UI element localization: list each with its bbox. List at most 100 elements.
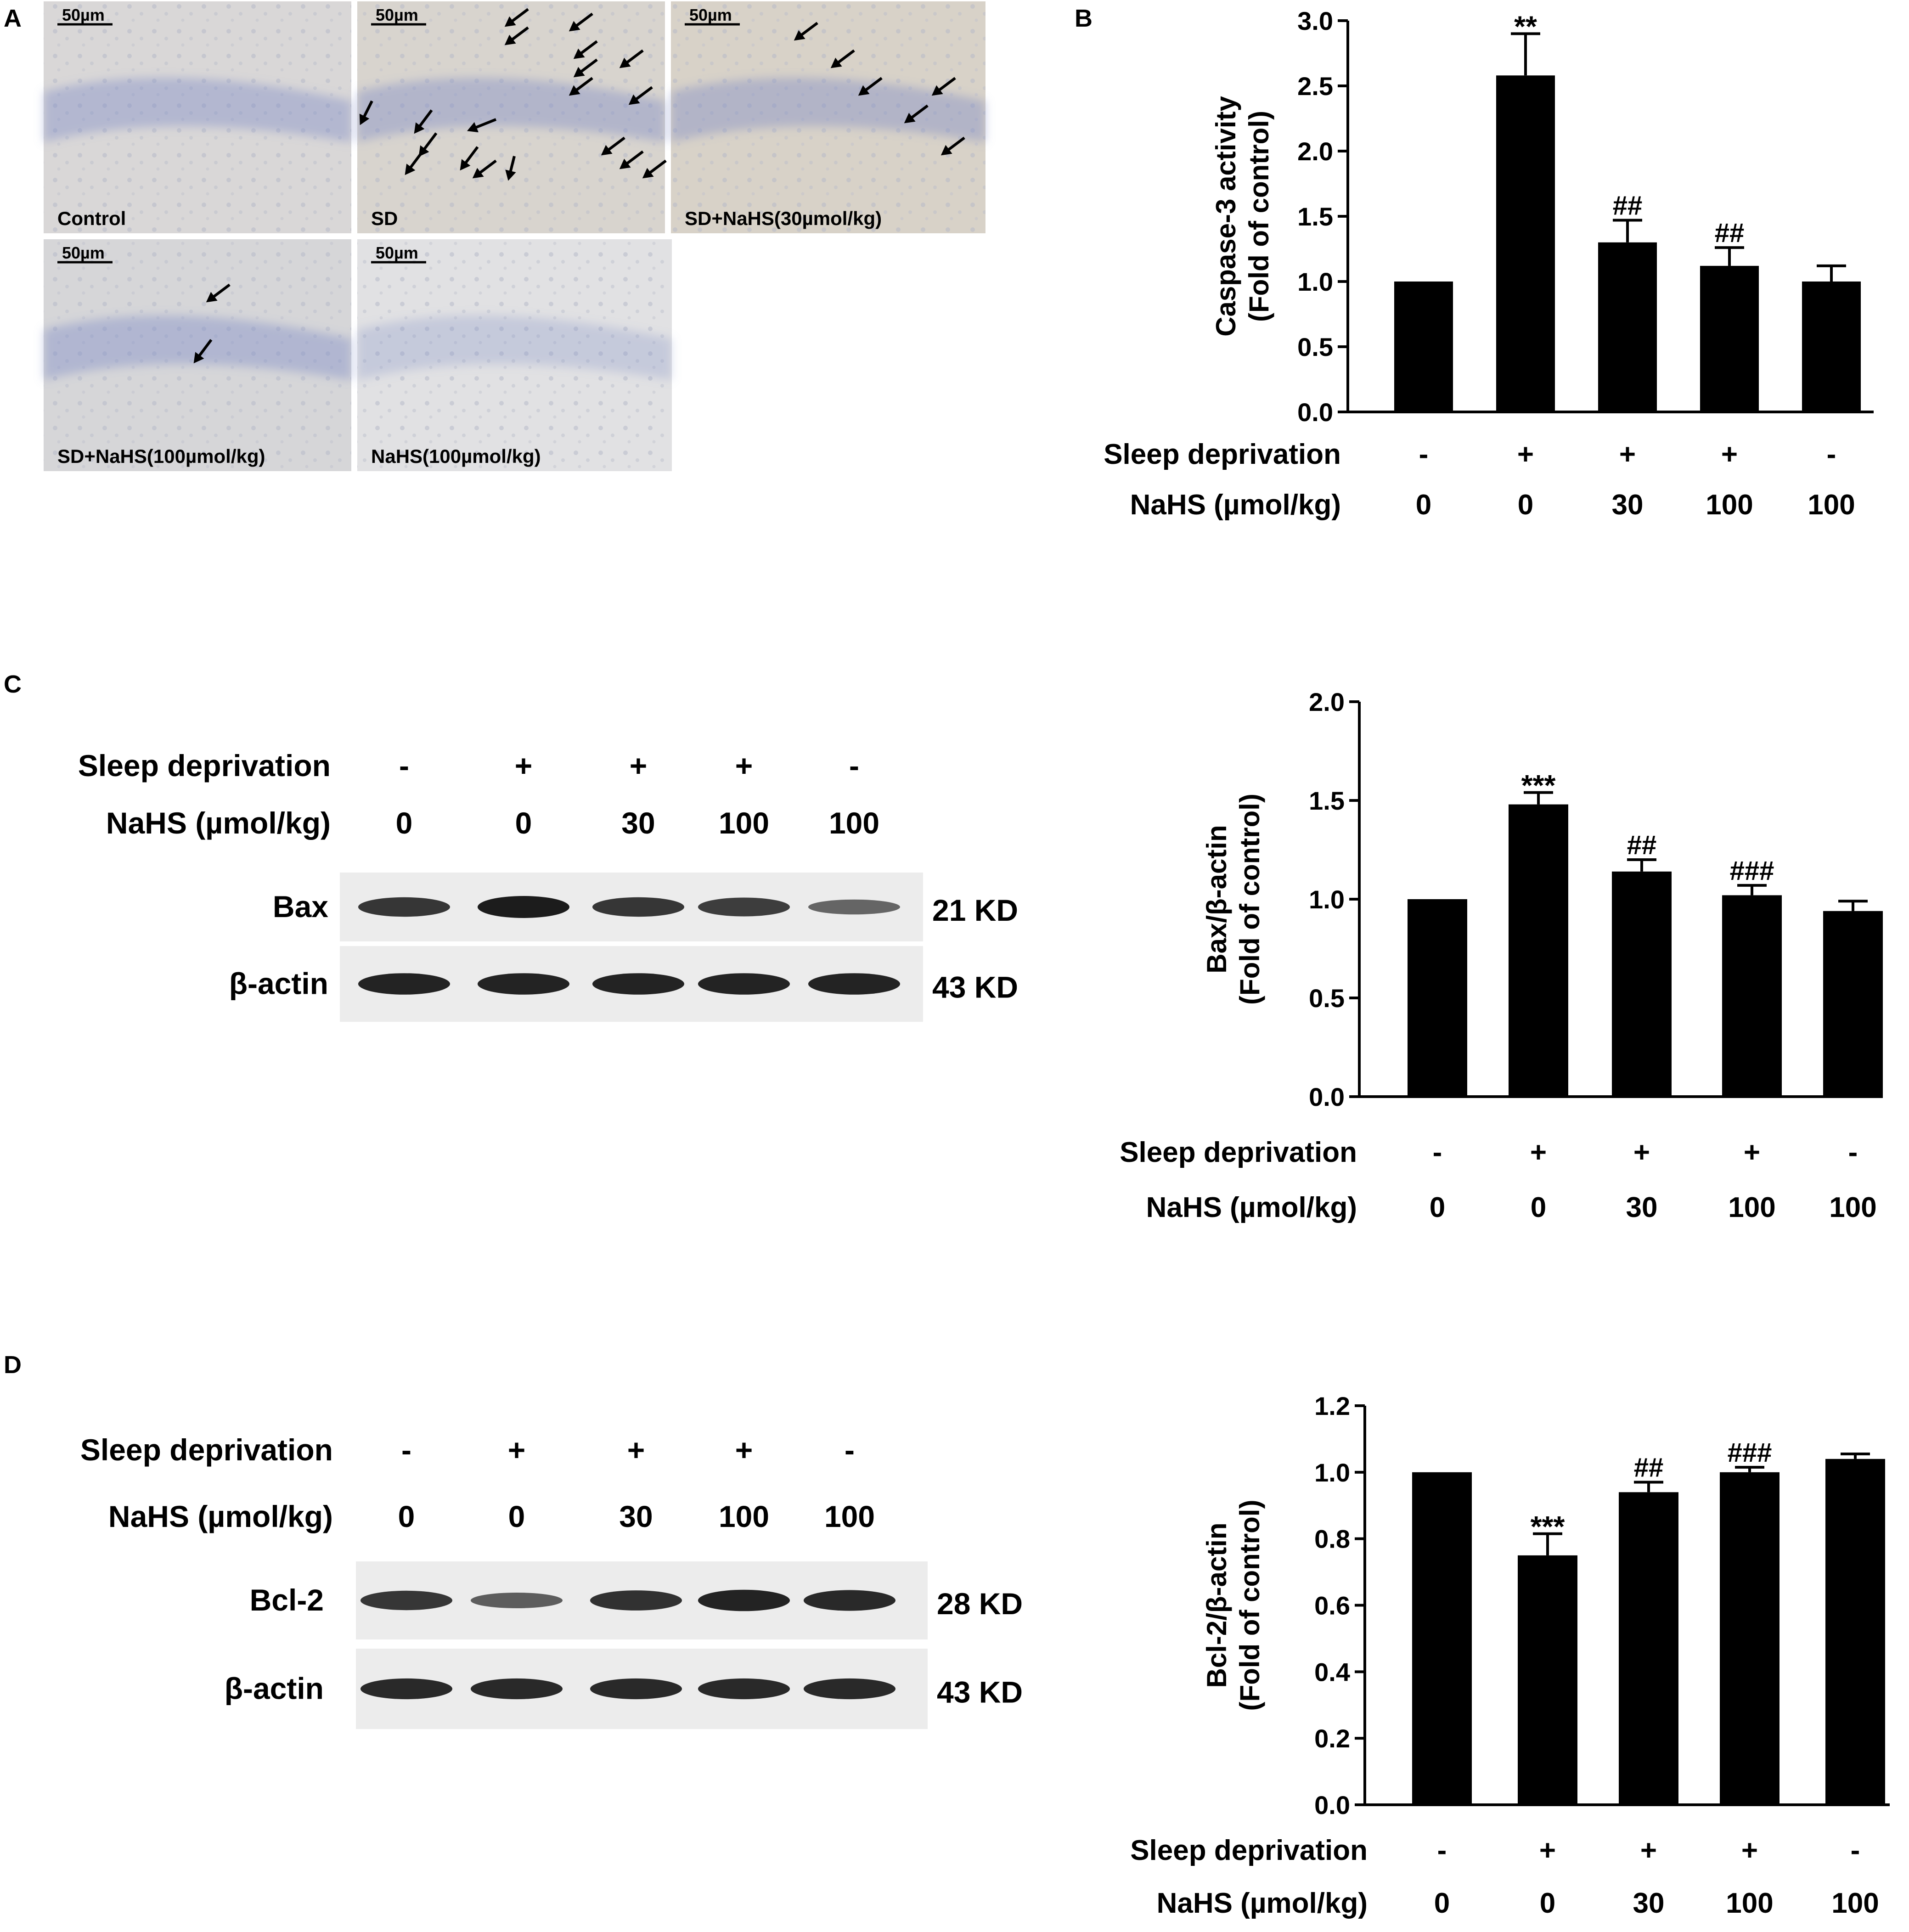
significance-marker: ## xyxy=(1634,1453,1664,1483)
pyramidal-cell-layer xyxy=(357,315,672,380)
apoptosis-arrow-icon xyxy=(642,159,667,179)
blot-c-sleep-label: Sleep deprivation xyxy=(78,749,331,783)
blot-c-nahs-value: 0 xyxy=(396,806,413,840)
bar-1 xyxy=(1518,1555,1577,1805)
c-chart-sleep-label: Sleep deprivation xyxy=(1120,1137,1357,1168)
b-sleep-value: - xyxy=(1419,439,1429,470)
bar-2 xyxy=(1598,242,1657,412)
blot-band xyxy=(358,897,450,917)
scale-bar-label: 50µm xyxy=(62,243,105,262)
b-nahs-value: 0 xyxy=(1518,489,1533,521)
c-chart-sleep-value: + xyxy=(1530,1137,1547,1168)
blot-d-sleep-value: - xyxy=(401,1433,411,1467)
significance-marker: *** xyxy=(1521,769,1556,802)
y-tick-label: 1.5 xyxy=(1297,202,1333,231)
micrograph-2: 50µm SD+NaHS(30µmol/kg) xyxy=(671,1,985,233)
western-blot-d: Sleep deprivation NaHS (µmol/kg) - 0 +0 +30 +1… xyxy=(80,1433,1023,1729)
blot-c-sleep-value: - xyxy=(849,749,859,783)
y-tick-label: 2.5 xyxy=(1297,72,1333,101)
b-nahs-value: 0 xyxy=(1416,489,1431,521)
blot-kd-actin: 43 KD xyxy=(932,970,1018,1004)
bar-0 xyxy=(1412,1472,1472,1805)
y-tick-label: 2.0 xyxy=(1309,687,1345,716)
scale-bar-label: 50µm xyxy=(62,6,105,24)
apoptosis-arrow-icon xyxy=(460,146,479,171)
b-nahs-value: 100 xyxy=(1706,489,1753,521)
d-chart-sleep-value: + xyxy=(1539,1835,1556,1866)
y-tick-label: 0.8 xyxy=(1314,1525,1350,1554)
c-chart-nahs-value: 0 xyxy=(1531,1192,1546,1223)
significance-marker: ### xyxy=(1728,1438,1772,1468)
y-tick-label: 0.0 xyxy=(1309,1082,1345,1111)
panel-letter-b: B xyxy=(1075,5,1092,32)
d-chart-sleep-value: + xyxy=(1741,1835,1758,1866)
y-axis-label-units: (Fold of control) xyxy=(1234,1500,1265,1711)
micrograph-1: 50µm SD xyxy=(357,1,667,233)
panel-letter-c: C xyxy=(4,670,22,698)
blot-kd-actin: 43 KD xyxy=(937,1675,1023,1709)
apoptosis-arrow-icon xyxy=(505,156,516,181)
blot-band xyxy=(478,896,569,918)
apoptosis-arrow-icon xyxy=(206,283,231,303)
y-axis-label-units: (Fold of control) xyxy=(1234,794,1265,1005)
significance-marker: *** xyxy=(1531,1510,1565,1543)
micrograph-label: SD+NaHS(30µmol/kg) xyxy=(685,208,882,229)
y-tick-label: 0.4 xyxy=(1314,1657,1350,1686)
apoptosis-arrow-icon xyxy=(931,77,956,96)
b-nahs-label: NaHS (µmol/kg) xyxy=(1130,489,1341,521)
blot-band xyxy=(698,973,790,995)
y-tick-label: 0.0 xyxy=(1297,398,1333,427)
apoptosis-arrow-icon xyxy=(619,150,644,169)
c-chart-sleep-value: - xyxy=(1433,1137,1442,1168)
blot-band xyxy=(698,897,790,917)
scale-bar-label: 50µm xyxy=(376,243,418,262)
d-chart-sleep-label: Sleep deprivation xyxy=(1130,1835,1368,1866)
y-tick-label: 0.2 xyxy=(1314,1724,1350,1753)
y-tick-label: 1.0 xyxy=(1314,1458,1350,1487)
micrograph-label: NaHS(100µmol/kg) xyxy=(371,445,541,467)
blot-d-nahs-value: 30 xyxy=(619,1499,653,1533)
significance-marker: ** xyxy=(1514,10,1537,43)
blot-d-nahs-label: NaHS (µmol/kg) xyxy=(108,1499,333,1533)
blot-c-nahs-value: 0 xyxy=(515,806,532,840)
y-tick-label: 0.0 xyxy=(1314,1791,1350,1819)
c-chart-nahs-value: 0 xyxy=(1430,1192,1445,1223)
blot-kd-protein: 28 KD xyxy=(937,1587,1023,1621)
blot-band xyxy=(478,973,569,995)
blot-c-nahs-value: 30 xyxy=(621,806,655,840)
significance-marker: ## xyxy=(1715,218,1745,248)
blot-band xyxy=(804,1590,895,1611)
apoptosis-arrow-icon xyxy=(573,58,598,78)
bar-3 xyxy=(1700,265,1759,412)
scale-bar-label: 50µm xyxy=(689,6,732,24)
d-chart-sleep-value: - xyxy=(1437,1835,1447,1866)
western-blot-c: Sleep deprivation NaHS (µmol/kg) - 0 +0 +30 +1… xyxy=(78,749,1018,1022)
blot-band xyxy=(590,1678,682,1700)
blot-label-actin: β-actin xyxy=(229,967,328,1001)
apoptosis-arrow-icon xyxy=(940,136,965,156)
apoptosis-arrow-icon xyxy=(504,8,529,27)
b-sleep-value: + xyxy=(1721,439,1738,470)
blot-c-nahs-value: 100 xyxy=(829,806,879,840)
blot-kd-protein: 21 KD xyxy=(932,893,1018,927)
panel-letter-a: A xyxy=(4,5,22,32)
chart-b: 0.0 0.5 1.0 1.5 2.0 2.5 3.0 Caspase-3 activity(… xyxy=(1104,6,1874,521)
blot-c-sleep-value: + xyxy=(515,749,533,783)
d-chart-nahs-value: 100 xyxy=(1831,1887,1879,1919)
bar-4 xyxy=(1825,1459,1885,1805)
micrograph-label: SD+NaHS(100µmol/kg) xyxy=(57,445,265,467)
blot-d-nahs-value: 0 xyxy=(508,1499,525,1533)
scale-bar-label: 50µm xyxy=(376,6,418,24)
apoptosis-arrow-icon xyxy=(904,104,929,124)
y-axis-label: Caspase-3 activity xyxy=(1211,96,1241,337)
blot-band xyxy=(471,1593,563,1608)
bar-4 xyxy=(1802,282,1861,412)
bar-2 xyxy=(1612,871,1672,1097)
apoptosis-arrow-icon xyxy=(830,49,855,68)
blot-band xyxy=(358,973,450,995)
blot-d-sleep-value: + xyxy=(627,1433,645,1467)
c-chart-nahs-label: NaHS (µmol/kg) xyxy=(1146,1192,1357,1223)
c-chart-nahs-value: 30 xyxy=(1626,1192,1658,1223)
blot-d-sleep-label: Sleep deprivation xyxy=(80,1433,333,1467)
apoptosis-arrow-icon xyxy=(601,136,625,156)
